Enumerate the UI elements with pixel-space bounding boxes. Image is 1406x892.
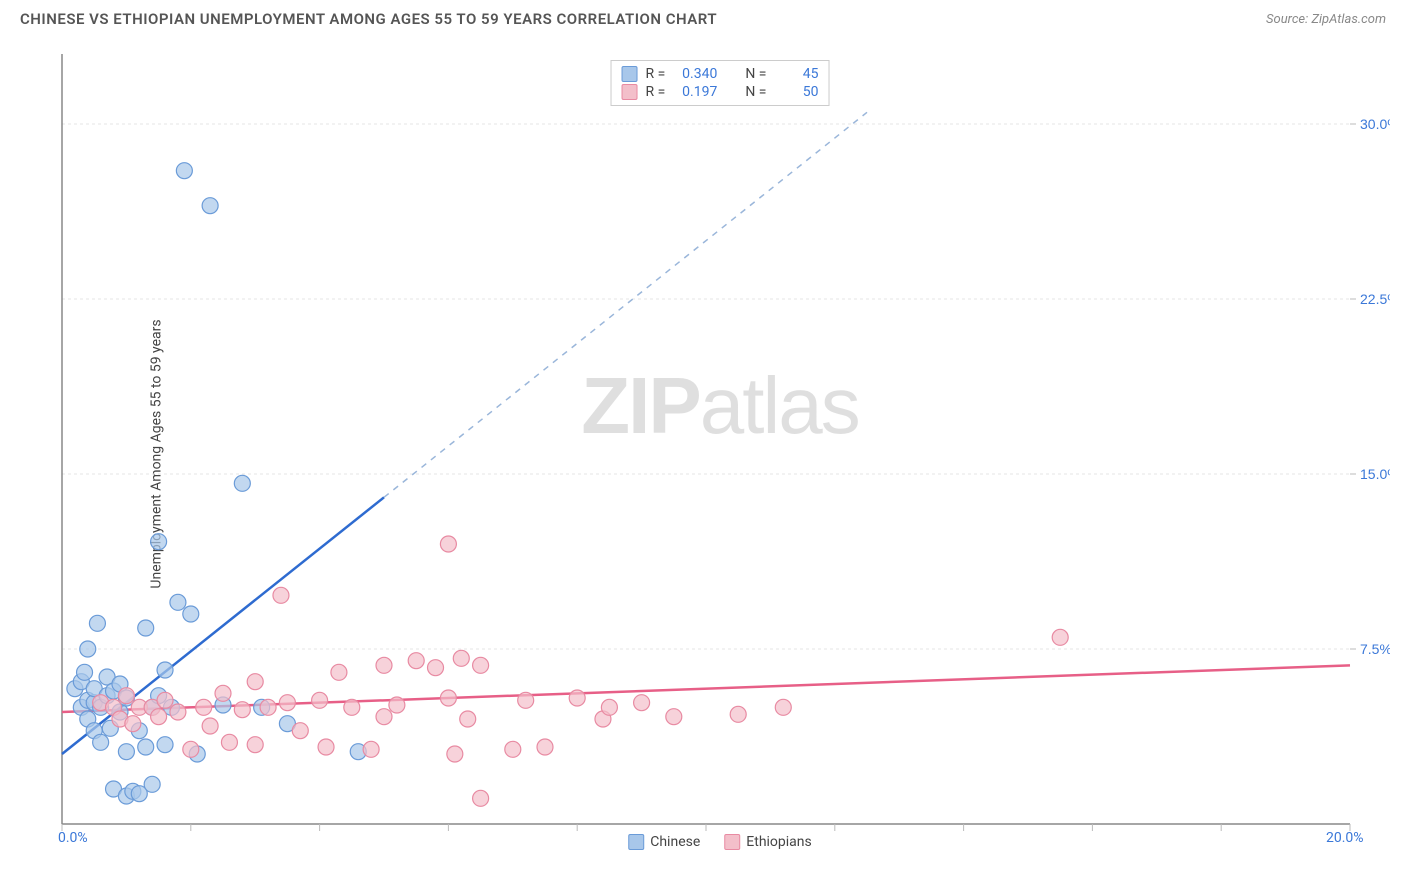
swatch-icon	[724, 834, 740, 850]
source-name: ZipAtlas.com	[1311, 12, 1386, 27]
svg-text:15.0%: 15.0%	[1360, 466, 1390, 482]
svg-text:30.0%: 30.0%	[1360, 116, 1390, 132]
chart-title: CHINESE VS ETHIOPIAN UNEMPLOYMENT AMONG …	[20, 10, 717, 28]
legend-label: Ethiopians	[746, 834, 811, 850]
n-value: 50	[774, 84, 818, 100]
legend-bottom: Chinese Ethiopians	[628, 834, 812, 850]
n-value: 45	[774, 66, 818, 82]
stats-row-chinese: R = 0.340 N = 45	[622, 65, 819, 83]
svg-text:7.5%: 7.5%	[1360, 641, 1390, 657]
r-label: R =	[646, 66, 666, 82]
stats-row-ethiopians: R = 0.197 N = 50	[622, 83, 819, 101]
swatch-icon	[628, 834, 644, 850]
chart-header: CHINESE VS ETHIOPIAN UNEMPLOYMENT AMONG …	[0, 0, 1406, 28]
n-label: N =	[745, 84, 766, 100]
stats-legend-box: R = 0.340 N = 45 R = 0.197 N = 50	[611, 60, 830, 106]
source-label: Source:	[1266, 12, 1311, 27]
svg-text:22.5%: 22.5%	[1360, 291, 1390, 307]
legend-label: Chinese	[650, 834, 700, 850]
swatch-icon	[622, 66, 638, 82]
source-citation: Source: ZipAtlas.com	[1266, 12, 1386, 27]
chart-area: Unemployment Among Ages 55 to 59 years Z…	[50, 54, 1390, 854]
n-label: N =	[745, 66, 766, 82]
r-value: 0.197	[673, 84, 717, 100]
r-value: 0.340	[673, 66, 717, 82]
origin-label: 0.0%	[58, 830, 88, 846]
xmax-label: 20.0%	[1326, 830, 1364, 846]
swatch-icon	[622, 84, 638, 100]
r-label: R =	[646, 84, 666, 100]
legend-item-ethiopians: Ethiopians	[724, 834, 811, 850]
scatter-plot: 7.5% 15.0% 22.5% 30.0%	[50, 54, 1390, 854]
legend-item-chinese: Chinese	[628, 834, 700, 850]
